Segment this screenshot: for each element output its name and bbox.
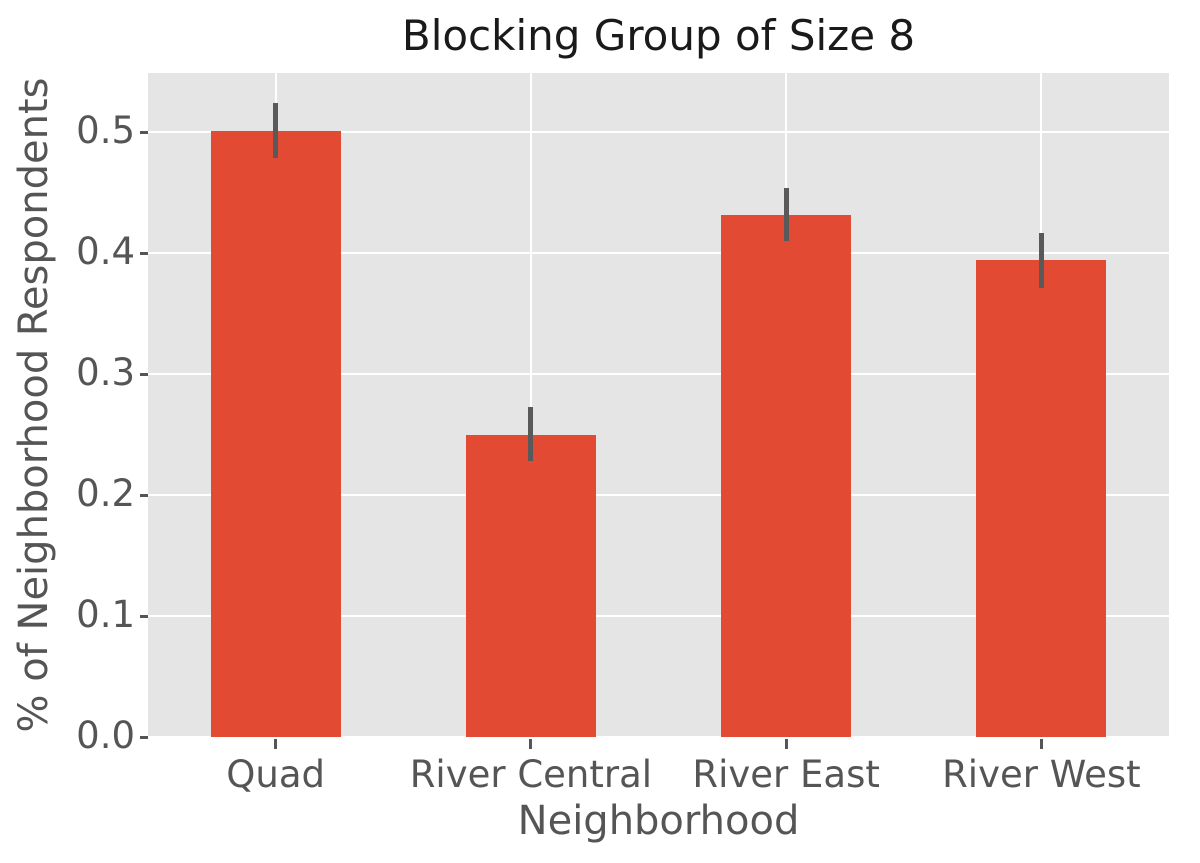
bar-river-west: [976, 260, 1107, 737]
y-tick-mark: [140, 735, 148, 739]
bar-quad: [210, 131, 341, 737]
x-tick-label: River East: [692, 753, 880, 796]
h-gridline: [148, 252, 1169, 255]
y-tick-label: 0.5: [76, 109, 135, 153]
x-tick-label: River West: [942, 753, 1141, 796]
h-gridline: [148, 131, 1169, 134]
x-tick-mark: [529, 739, 533, 749]
bar-river-east: [721, 214, 852, 737]
h-gridline: [148, 373, 1169, 376]
plot-area: [148, 73, 1169, 738]
y-tick-label: 0.2: [76, 471, 135, 515]
h-gridline: [148, 736, 1169, 738]
y-tick-label: 0.0: [76, 713, 135, 757]
error-bar: [783, 187, 789, 242]
y-tick-label: 0.1: [76, 592, 135, 636]
bar-river-central: [465, 434, 596, 737]
x-axis-label: Neighborhood: [517, 798, 800, 844]
x-tick-mark: [784, 739, 788, 749]
y-tick-mark: [140, 372, 148, 376]
x-tick-label: River Central: [409, 753, 653, 796]
h-gridline: [148, 615, 1169, 618]
y-tick-mark: [140, 251, 148, 255]
y-tick-mark: [140, 493, 148, 497]
error-bar: [273, 103, 279, 158]
x-tick-mark: [1039, 739, 1043, 749]
y-tick-label: 0.3: [76, 350, 135, 394]
y-tick-mark: [140, 614, 148, 618]
h-gridline: [148, 494, 1169, 497]
v-gridline: [529, 73, 532, 737]
error-bar: [528, 406, 534, 462]
x-tick-mark: [274, 739, 278, 749]
y-tick-label: 0.4: [76, 229, 135, 273]
error-bar: [1038, 232, 1044, 289]
x-tick-label: Quad: [226, 753, 325, 796]
chart-title: Blocking Group of Size 8: [401, 11, 916, 60]
y-tick-mark: [140, 130, 148, 134]
